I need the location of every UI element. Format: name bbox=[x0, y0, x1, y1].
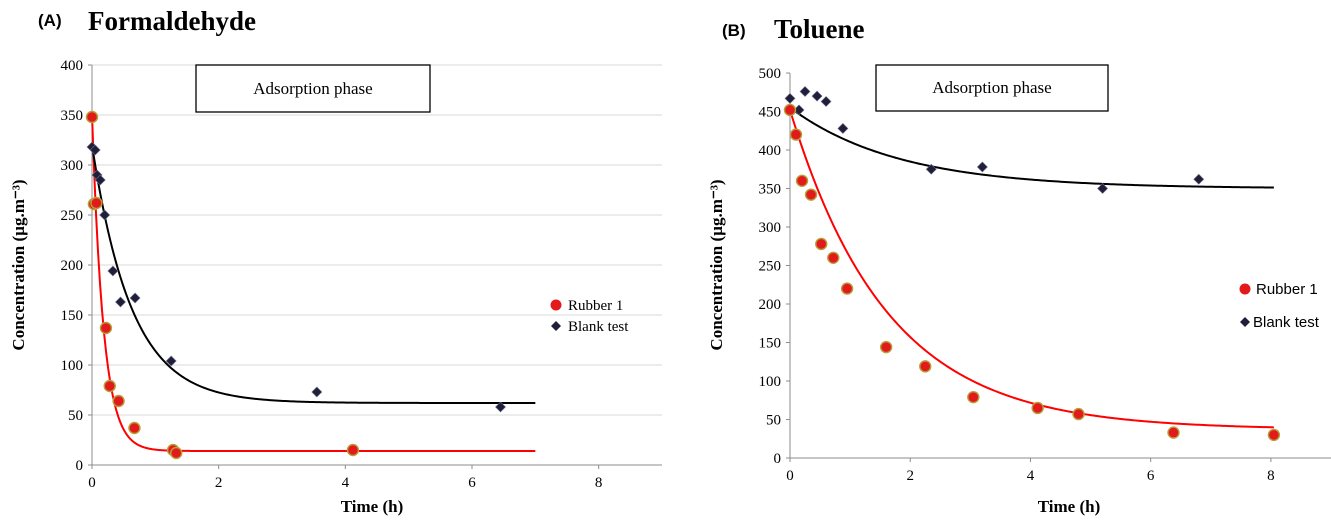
panel-b-legend-rubber-marker bbox=[1239, 283, 1251, 295]
panel-b-y-tick-label: 200 bbox=[759, 297, 782, 313]
panel-a-y-tick-label: 300 bbox=[61, 158, 84, 174]
panel-b-rubber-point bbox=[1031, 401, 1044, 415]
panel-a-annotation-box bbox=[195, 64, 431, 113]
panel-a-blank-point bbox=[107, 265, 119, 277]
panel-a-x-tick-label: 2 bbox=[215, 475, 223, 491]
panel-b-legend-blank-marker bbox=[1240, 317, 1250, 327]
panel-a-fit-rubber bbox=[91, 114, 536, 452]
panel-b-blank-point bbox=[799, 86, 811, 97]
panel-a-fit-blank bbox=[91, 144, 536, 404]
panel-a-blank-point bbox=[165, 355, 177, 367]
panel-b-rubber-point bbox=[1167, 426, 1180, 439]
panel-b-y-tick-label: 350 bbox=[759, 182, 782, 198]
panel-b-x-tick-label: 2 bbox=[906, 468, 914, 484]
panel-b-blank-point bbox=[784, 92, 796, 104]
panel-a-blank-point bbox=[311, 386, 323, 398]
panel-b-rubber-point bbox=[827, 251, 840, 264]
panel-b-annotation-box bbox=[875, 64, 1109, 112]
panel-a-blank-point bbox=[94, 174, 106, 186]
panel-a-blank-point bbox=[99, 209, 111, 221]
panel-a-y-tick-label: 400 bbox=[61, 58, 84, 74]
panel-b-x-tick-label: 6 bbox=[1147, 468, 1155, 484]
panel-b-y-tick-label: 100 bbox=[759, 374, 782, 390]
panel-a-y-tick-label: 350 bbox=[61, 108, 84, 124]
panel-b-annotation: Adsorption phase bbox=[932, 78, 1051, 97]
panel-b-rubber-point bbox=[1267, 428, 1281, 442]
panel-a-rubber-point bbox=[128, 421, 141, 435]
panel-b-rubber-point bbox=[879, 340, 893, 354]
panel-b-legend: Rubber 1 Blank test bbox=[1239, 281, 1320, 331]
panel-b-y-tick-label: 300 bbox=[759, 220, 782, 236]
panel-b-x-label: Time (h) bbox=[1038, 497, 1101, 516]
panel-a-blank-point bbox=[89, 144, 101, 156]
panel-b-y-tick-label: 450 bbox=[759, 105, 782, 121]
panel-a-legend-rubber-label: Rubber 1 bbox=[568, 298, 623, 314]
panel-a-legend-blank-label: Blank test bbox=[568, 319, 629, 335]
panel-formaldehyde: (A) Formaldehyde 05010015020025030035040… bbox=[9, 6, 662, 516]
panel-b-x-tick-label: 8 bbox=[1267, 468, 1275, 484]
panel-a-title: Formaldehyde bbox=[88, 6, 256, 36]
panel-a-blank-point bbox=[495, 401, 506, 413]
panel-a-rubber-point bbox=[103, 379, 116, 393]
panel-b-blank-point bbox=[925, 163, 937, 175]
panel-b-rubber-point bbox=[840, 282, 854, 295]
panel-b-rubber-point bbox=[967, 390, 980, 404]
panel-b-y-label: Concentration (µg.m⁻³) bbox=[707, 179, 726, 350]
panel-a-rubber-point bbox=[170, 446, 183, 460]
panel-b-blank-point bbox=[1097, 183, 1109, 194]
panel-a-rubber-point bbox=[346, 443, 360, 457]
panel-b-rubber-point bbox=[804, 188, 818, 201]
panel-b-blank-point bbox=[837, 123, 849, 134]
panel-a-y-tick-label: 200 bbox=[61, 258, 84, 274]
panel-b-letter: (B) bbox=[722, 21, 746, 40]
panel-a-rubber-point bbox=[99, 321, 113, 335]
panel-a-y-label: Concentration (µg.m⁻³) bbox=[9, 179, 28, 350]
panel-b-fit-blank bbox=[789, 106, 1274, 189]
panel-a-blank-point bbox=[115, 296, 126, 308]
panel-b-title: Toluene bbox=[774, 14, 865, 44]
panel-b-x-tick-label: 0 bbox=[786, 468, 794, 484]
panel-a-rubber-point bbox=[85, 110, 99, 124]
panel-a-legend: Rubber 1 Blank test bbox=[550, 298, 629, 335]
panel-a-letter: (A) bbox=[38, 11, 62, 30]
panel-a-legend-blank-marker bbox=[551, 321, 561, 331]
panel-a-y-tick-label: 150 bbox=[61, 308, 84, 324]
panel-b-fit-rubber bbox=[789, 109, 1274, 429]
panel-a-y-tick-label: 50 bbox=[68, 408, 83, 424]
panel-toluene: (B) Toluene 0 50 100 150 200 250 300 350 400 450 5… bbox=[707, 14, 1331, 516]
panel-a-x-tick-label: 6 bbox=[468, 475, 476, 491]
panel-a-x-tick-label: 8 bbox=[595, 475, 603, 491]
panel-a-rubber-point bbox=[112, 394, 125, 408]
panel-a-x-label: Time (h) bbox=[341, 497, 404, 516]
panel-a-y-tick-label: 250 bbox=[61, 208, 84, 224]
panel-a-legend-rubber-marker bbox=[550, 299, 562, 311]
panel-b-legend-rubber-label: Rubber 1 bbox=[1256, 281, 1318, 298]
panel-a-rubber-point bbox=[90, 196, 103, 210]
panel-b-rubber-point bbox=[1072, 407, 1085, 421]
panel-b-y-tick-label: 500 bbox=[759, 66, 782, 82]
panel-b-x-tick-label: 4 bbox=[1027, 468, 1035, 484]
panel-b-y-tick-label: 0 bbox=[774, 451, 782, 467]
panel-b-y-tick-label: 150 bbox=[759, 336, 782, 352]
panel-b-blank-point bbox=[811, 90, 823, 102]
panel-b-rubber-point bbox=[919, 360, 932, 373]
panel-b-rubber-point bbox=[789, 128, 803, 141]
panel-b-y-tick-label: 400 bbox=[759, 143, 782, 159]
panel-b-legend-blank-label: Blank test bbox=[1253, 314, 1320, 331]
panel-b-y-tick-label: 50 bbox=[766, 413, 781, 429]
panel-b-y-tick-label: 250 bbox=[759, 259, 782, 275]
panel-b-rubber-point bbox=[783, 103, 797, 117]
panel-a-y-tick-label: 100 bbox=[61, 358, 84, 374]
panel-b-blank-point bbox=[1193, 173, 1205, 185]
panel-a-annotation: Adsorption phase bbox=[253, 79, 372, 98]
panel-b-rubber-point bbox=[795, 174, 809, 188]
panel-a-y-tick-label: 0 bbox=[76, 458, 84, 474]
panel-a-x-tick-label: 4 bbox=[342, 475, 350, 491]
panel-b-blank-point bbox=[820, 96, 832, 107]
panel-a-blank-point bbox=[129, 292, 141, 304]
panel-b-rubber-point bbox=[815, 237, 828, 251]
panel-b-blank-point bbox=[976, 161, 988, 173]
panel-a-x-tick-label: 0 bbox=[88, 475, 96, 491]
